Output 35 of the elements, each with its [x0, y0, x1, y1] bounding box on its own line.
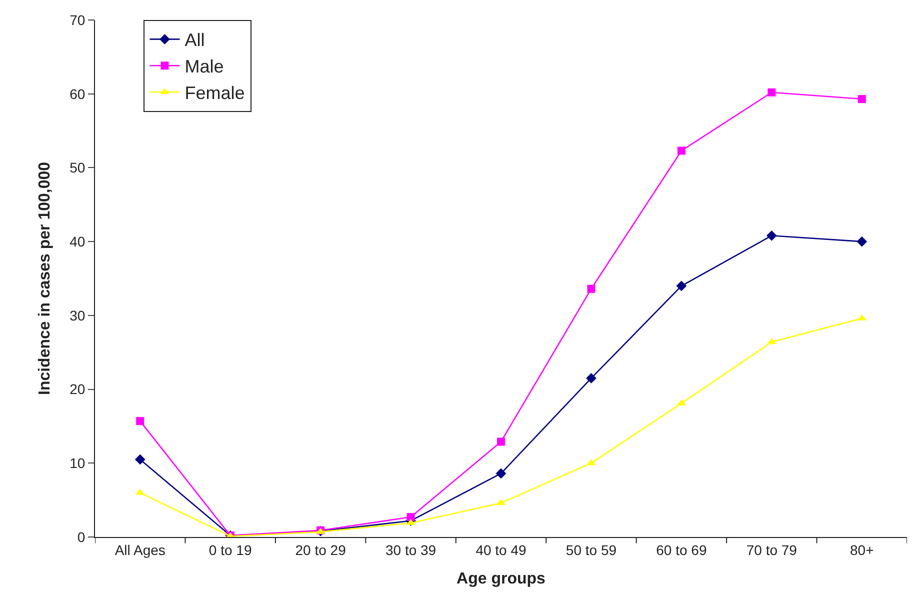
- y-tick-label: 10: [70, 455, 86, 472]
- x-tick-label: 0 to 19: [208, 542, 252, 558]
- point: [676, 280, 687, 292]
- legend-label: Male: [184, 56, 224, 77]
- point: [766, 230, 777, 241]
- x-tick-label: All Ages: [114, 542, 166, 558]
- point: [587, 284, 596, 293]
- point: [858, 95, 866, 104]
- point: [134, 454, 146, 465]
- point: [677, 146, 686, 155]
- point: [406, 513, 415, 522]
- legend-label: Female: [184, 83, 245, 104]
- x-tick-label: 50 to 59: [566, 542, 617, 558]
- y-tick-label: 40: [70, 233, 86, 250]
- point: [586, 373, 596, 384]
- y-tick-label: 70: [70, 12, 86, 28]
- point: [856, 236, 868, 247]
- x-tick-label: 20 to 29: [295, 542, 346, 558]
- y-tick-label: 30: [70, 307, 86, 324]
- y-axis-title: Incidence in cases per 100,000: [36, 162, 54, 396]
- point: [497, 438, 505, 446]
- x-axis-title: Age groups: [456, 570, 546, 588]
- x-tick-label: 70 to 79: [746, 542, 798, 558]
- x-tick-label: 30 to 39: [385, 542, 436, 558]
- y-tick-label: 60: [70, 86, 86, 102]
- legend-label: All: [184, 30, 205, 50]
- y-tick-label: 50: [70, 160, 86, 176]
- point: [768, 88, 776, 96]
- y-tick-label: 20: [70, 381, 86, 398]
- y-tick-label: 0: [77, 528, 86, 545]
- point: [496, 468, 506, 479]
- x-tick-label: 60 to 69: [656, 542, 707, 558]
- point: [136, 417, 144, 426]
- x-tick-label: 40 to 49: [476, 542, 527, 558]
- x-tick-label: 80+: [850, 542, 874, 558]
